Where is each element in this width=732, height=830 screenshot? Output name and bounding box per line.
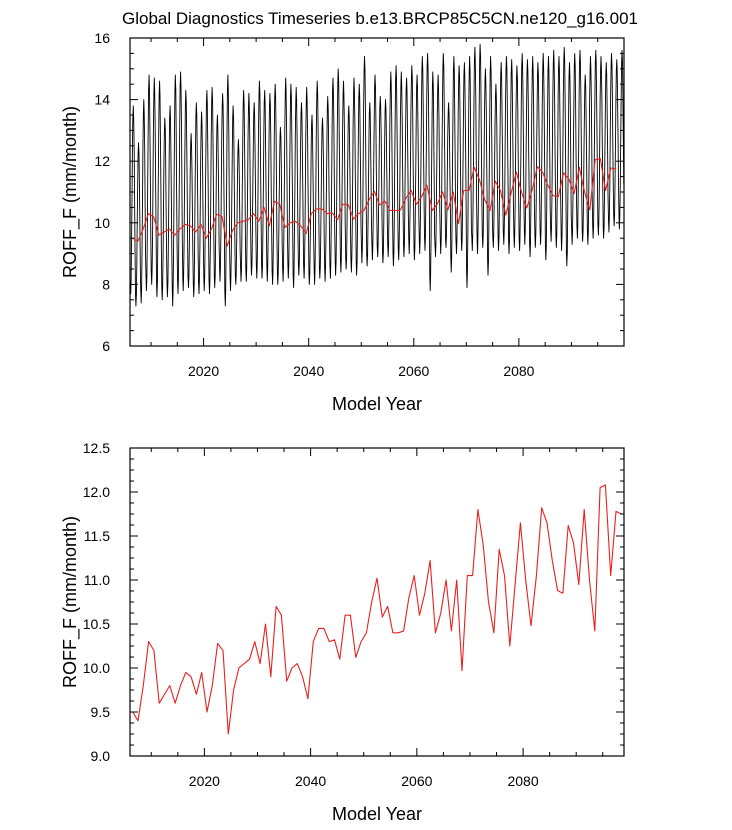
y-tick-label: 12.5 [83,440,110,456]
x-tick-label: 2080 [507,773,538,789]
x-tick-label: 2060 [398,363,429,379]
y-tick-label: 10 [94,215,110,231]
y-tick-label: 12 [94,153,110,169]
x-axis-label: Model Year [332,394,422,414]
y-axis-label: ROFF_F (mm/month) [60,516,81,688]
bottom-chart: 2020 2040 2060 2080 9.0 9.5 10.0 10.5 11.0 11.5 12… [60,440,625,824]
y-tick-label: 16 [94,30,110,46]
y-tick-label: 6 [102,338,110,354]
y-tick-label: 11.5 [84,528,110,544]
x-axis-label: Model Year [332,804,422,824]
figure-title: Global Diagnostics Timeseries b.e13.BRCP… [122,9,638,28]
y-tick-label: 10.5 [83,616,110,632]
top-chart: 2020 2040 2060 2080 6 8 10 12 14 16 Model Year ROFF… [60,30,625,414]
x-tick-label: 2040 [295,773,326,789]
x-tick-label: 2080 [503,363,534,379]
y-tick-label: 9.0 [91,748,111,764]
series-line-annual-mean [132,484,622,735]
y-tick-label: 10.0 [83,660,110,676]
series-line-monthly [129,43,625,307]
x-tick-label: 2020 [189,773,220,789]
x-tick-label: 2060 [401,773,432,789]
y-tick-label: 9.5 [91,704,111,720]
y-tick-label: 12.0 [83,484,110,500]
x-tick-label: 2040 [293,363,324,379]
y-tick-label: 8 [102,276,110,292]
plot-frame [129,447,625,757]
x-tick-label: 2020 [188,363,219,379]
y-tick-label: 14 [94,92,110,108]
y-tick-label: 11.0 [84,572,110,588]
y-axis-label: ROFF_F (mm/month) [60,106,81,278]
series-line-annual-mean [132,158,617,247]
